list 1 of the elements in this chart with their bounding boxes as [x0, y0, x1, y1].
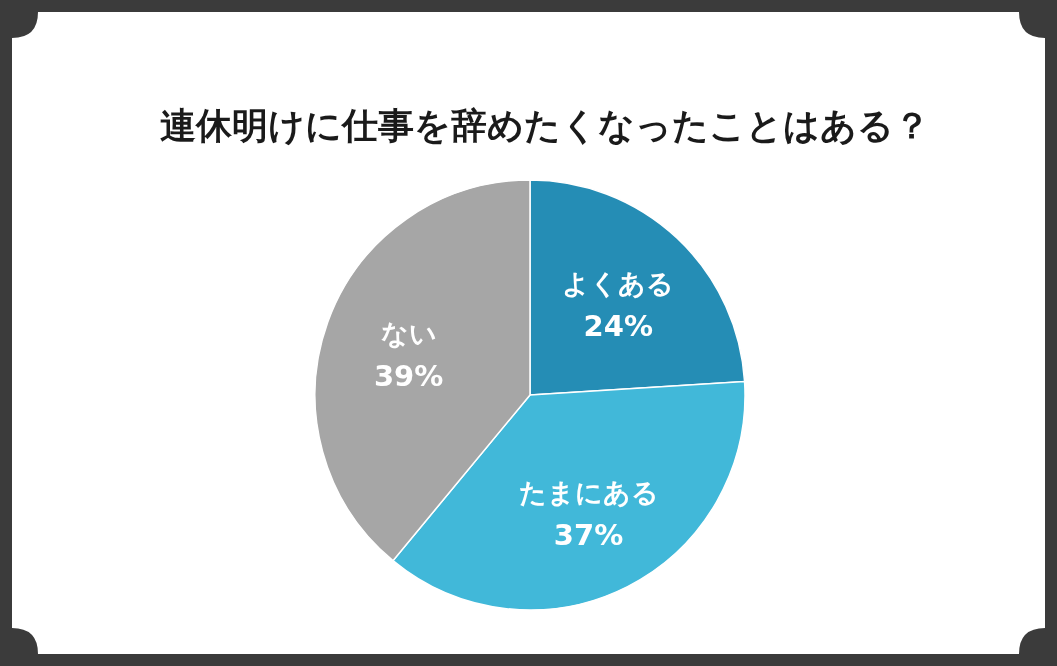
title: 連休明けに仕事を辞めたくなったことはある？ — [160, 105, 930, 146]
